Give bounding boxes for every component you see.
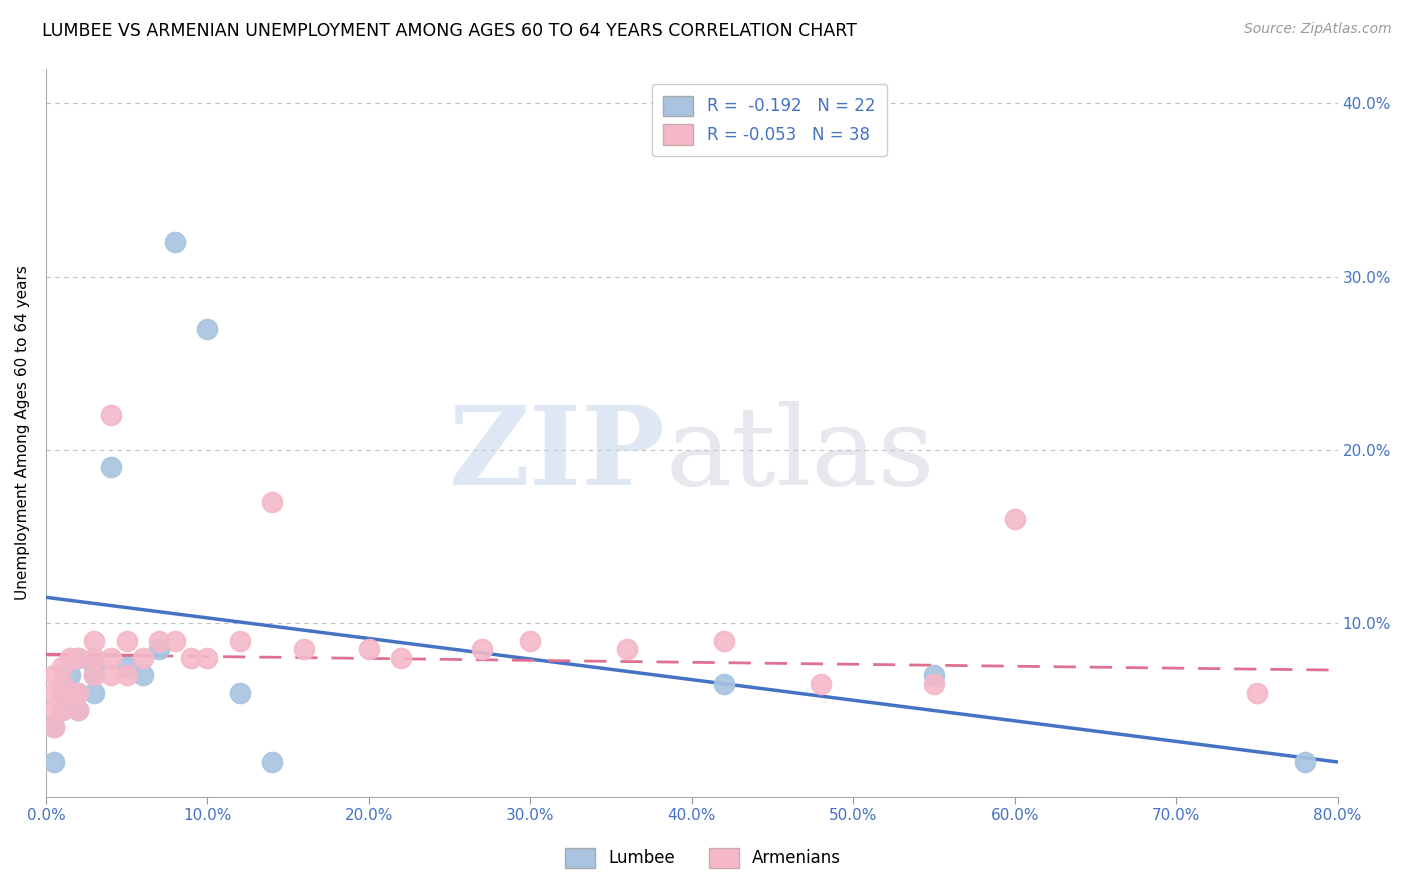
- Point: [713, 677, 735, 691]
- Point: [389, 651, 412, 665]
- Point: [519, 633, 541, 648]
- Text: LUMBEE VS ARMENIAN UNEMPLOYMENT AMONG AGES 60 TO 64 YEARS CORRELATION CHART: LUMBEE VS ARMENIAN UNEMPLOYMENT AMONG AG…: [42, 22, 858, 40]
- Point: [42, 755, 65, 769]
- Point: [357, 642, 380, 657]
- Text: Source: ZipAtlas.com: Source: ZipAtlas.com: [1244, 22, 1392, 37]
- Point: [197, 651, 219, 665]
- Point: [67, 686, 90, 700]
- Point: [51, 686, 73, 700]
- Point: [922, 677, 945, 691]
- Point: [83, 659, 105, 673]
- Point: [922, 668, 945, 682]
- Point: [59, 686, 82, 700]
- Y-axis label: Unemployment Among Ages 60 to 64 years: Unemployment Among Ages 60 to 64 years: [15, 265, 30, 600]
- Point: [67, 651, 90, 665]
- Text: ZIP: ZIP: [450, 401, 666, 508]
- Point: [83, 668, 105, 682]
- Point: [42, 686, 65, 700]
- Point: [471, 642, 494, 657]
- Legend: Lumbee, Armenians: Lumbee, Armenians: [558, 841, 848, 875]
- Point: [148, 642, 170, 657]
- Point: [1004, 512, 1026, 526]
- Point: [132, 651, 155, 665]
- Point: [83, 651, 105, 665]
- Legend: R =  -0.192   N = 22, R = -0.053   N = 38: R = -0.192 N = 22, R = -0.053 N = 38: [652, 84, 887, 156]
- Point: [228, 686, 250, 700]
- Point: [59, 668, 82, 682]
- Point: [1246, 686, 1268, 700]
- Point: [83, 686, 105, 700]
- Point: [100, 460, 122, 475]
- Point: [180, 651, 202, 665]
- Point: [100, 651, 122, 665]
- Point: [42, 703, 65, 717]
- Point: [713, 633, 735, 648]
- Point: [115, 659, 138, 673]
- Point: [115, 668, 138, 682]
- Point: [42, 720, 65, 734]
- Point: [67, 703, 90, 717]
- Point: [132, 668, 155, 682]
- Point: [59, 651, 82, 665]
- Point: [51, 703, 73, 717]
- Point: [42, 668, 65, 682]
- Point: [51, 703, 73, 717]
- Point: [100, 409, 122, 423]
- Point: [67, 686, 90, 700]
- Point: [260, 495, 283, 509]
- Point: [100, 668, 122, 682]
- Point: [197, 321, 219, 335]
- Point: [165, 633, 187, 648]
- Point: [67, 651, 90, 665]
- Point: [165, 235, 187, 249]
- Point: [810, 677, 832, 691]
- Point: [83, 668, 105, 682]
- Point: [616, 642, 638, 657]
- Point: [1294, 755, 1316, 769]
- Text: atlas: atlas: [666, 401, 935, 508]
- Point: [67, 703, 90, 717]
- Point: [83, 633, 105, 648]
- Point: [51, 659, 73, 673]
- Point: [228, 633, 250, 648]
- Point: [42, 720, 65, 734]
- Point: [51, 677, 73, 691]
- Point: [260, 755, 283, 769]
- Point: [292, 642, 315, 657]
- Point: [148, 633, 170, 648]
- Point: [115, 633, 138, 648]
